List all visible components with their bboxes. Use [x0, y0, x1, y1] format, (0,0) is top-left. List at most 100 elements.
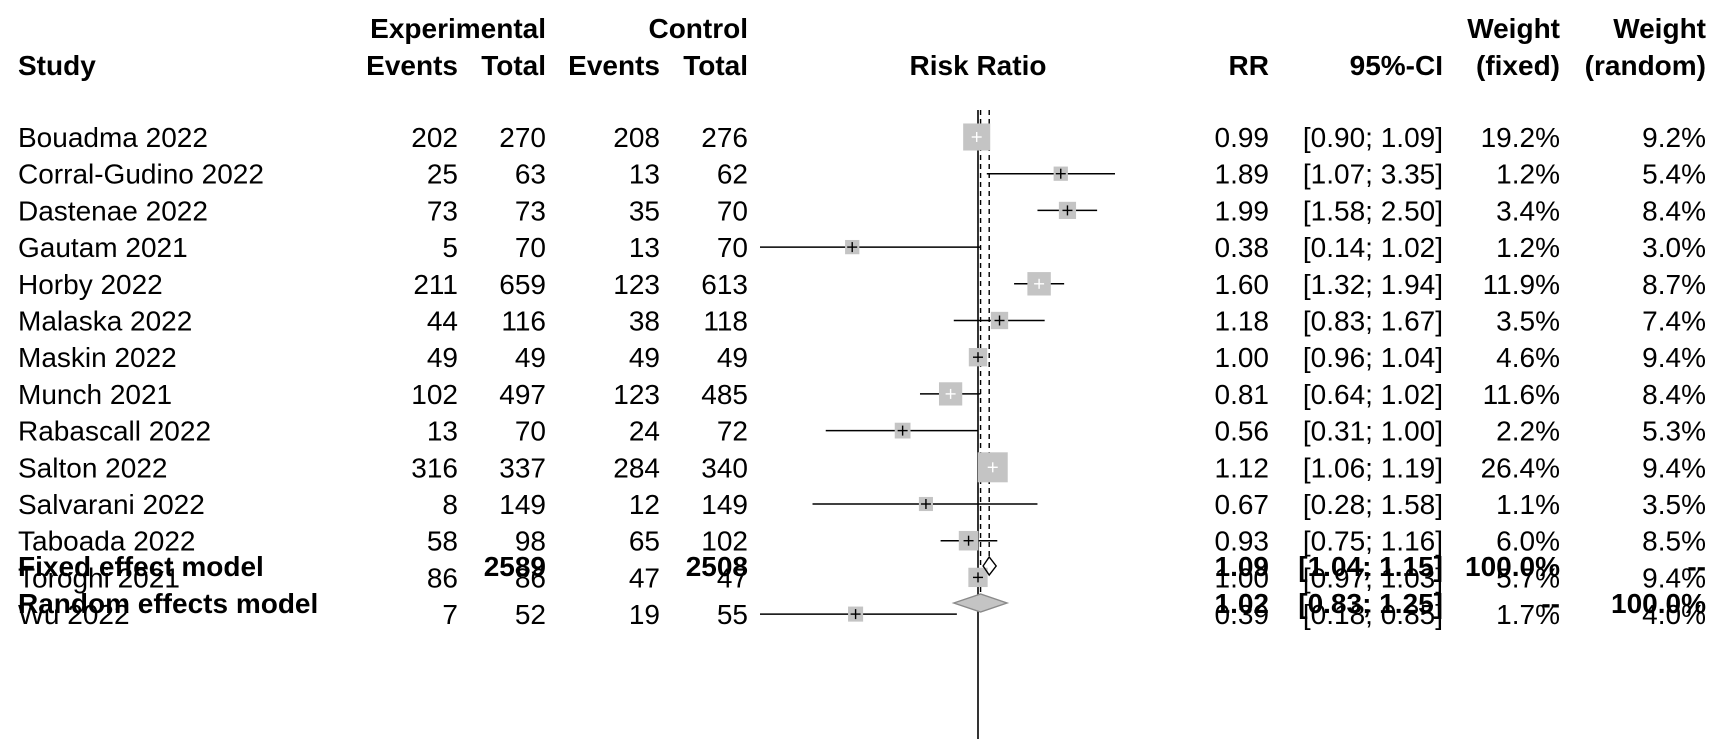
ctl-total-value: 70	[717, 232, 748, 263]
table-row: Munch 2021 102 497 123 485 0.81 [0.64; 1.02] 11…	[18, 379, 1706, 410]
header-weight-fixed: (fixed)	[1476, 50, 1560, 81]
ci-value: [0.83; 1.67]	[1303, 306, 1443, 337]
ctl-total-value: 47	[717, 562, 748, 593]
rr-value: 0.39	[1215, 599, 1270, 630]
rr-value: 0.93	[1215, 526, 1270, 557]
ci-value: [1.32; 1.94]	[1303, 269, 1443, 300]
exp-total-value: 73	[515, 195, 546, 226]
ci-value: [0.64; 1.02]	[1303, 379, 1443, 410]
ctl-total-value: 276	[701, 122, 748, 153]
study-label: Munch 2021	[18, 379, 172, 410]
ctl-total-value: 102	[701, 526, 748, 557]
exp-events-value: 5	[442, 232, 458, 263]
table-row: Taboada 2022 58 98 65 102 0.93 [0.75; 1.16] 6.0…	[18, 526, 1706, 557]
ci-value: [0.28; 1.58]	[1303, 489, 1443, 520]
table-row: Malaska 2022 44 116 38 118 1.18 [0.83; 1.67] 3.…	[18, 306, 1706, 337]
ctl-events-value: 13	[629, 232, 660, 263]
ctl-events-value: 12	[629, 489, 660, 520]
rr-value: 0.56	[1215, 416, 1270, 447]
fixed-diamond	[982, 555, 998, 577]
ctl-events-value: 13	[629, 159, 660, 190]
study-label: Salton 2022	[18, 452, 167, 483]
weight-random-value: 5.3%	[1642, 416, 1706, 447]
header-exp-total: Total	[481, 50, 546, 81]
exp-total-value: 70	[515, 232, 546, 263]
exp-events-value: 25	[427, 159, 458, 190]
ci-value: [0.83; 1.25]	[1298, 588, 1443, 619]
exp-events-value: 58	[427, 526, 458, 557]
header-ctl-total: Total	[683, 50, 748, 81]
study-label: Gautam 2021	[18, 232, 188, 263]
weight-random-value: 8.7%	[1642, 269, 1706, 300]
exp-events-value: 13	[427, 416, 458, 447]
study-label: Taboada 2022	[18, 526, 196, 557]
header-weight-fixed-top: Weight	[1467, 13, 1560, 44]
ctl-total-value: 149	[701, 489, 748, 520]
table-row: Bouadma 2022 202 270 208 276 0.99 [0.90; 1.09]…	[18, 122, 1706, 153]
exp-total-value: 86	[515, 562, 546, 593]
weight-fixed-value: 2.2%	[1496, 416, 1560, 447]
weight-random-value: 9.4%	[1642, 562, 1706, 593]
exp-total-value: 270	[499, 122, 546, 153]
table-row: Corral-Gudino 2022 25 63 13 62 1.89 [1.07; 3.3…	[18, 159, 1706, 190]
weight-fixed-value: 19.2%	[1481, 122, 1560, 153]
ctl-events-value: 38	[629, 306, 660, 337]
table-row: Salvarani 2022 8 149 12 149 0.67 [0.28; 1.58] 1…	[18, 489, 1706, 520]
ctl-total-value: 72	[717, 416, 748, 447]
ci-value: [1.04; 1.15]	[1298, 551, 1443, 582]
exp-total-value: 63	[515, 159, 546, 190]
header-rr: RR	[1229, 50, 1269, 81]
ctl-events-value: 19	[629, 599, 660, 630]
rr-value: 1.09	[1215, 551, 1270, 582]
weight-random-value: 4.0%	[1642, 599, 1706, 630]
header-weight-random: (random)	[1585, 50, 1706, 81]
ci-value: [0.31; 1.00]	[1303, 416, 1443, 447]
weight-random-value: 8.5%	[1642, 526, 1706, 557]
ctl-total-sum: 2508	[686, 551, 748, 582]
ctl-events-value: 208	[613, 122, 660, 153]
weight-random-value: 3.0%	[1642, 232, 1706, 263]
reference-lines	[977, 110, 990, 739]
weight-random-value: 9.4%	[1642, 342, 1706, 373]
weight-fixed-value: 1.7%	[1496, 599, 1560, 630]
header-ctl-events: Events	[568, 50, 660, 81]
rr-value: 0.81	[1215, 379, 1270, 410]
weight-random-value: 8.4%	[1642, 379, 1706, 410]
exp-total-value: 149	[499, 489, 546, 520]
header-experimental: Experimental	[370, 13, 546, 44]
rr-value: 1.00	[1215, 562, 1270, 593]
exp-total-value: 337	[499, 452, 546, 483]
weight-random-value: 5.4%	[1642, 159, 1706, 190]
ci-value: [0.90; 1.09]	[1303, 122, 1443, 153]
ctl-events-value: 35	[629, 195, 660, 226]
ctl-events-value: 123	[613, 269, 660, 300]
study-label: Wu 2022	[18, 599, 130, 630]
rr-value: 0.67	[1215, 489, 1270, 520]
study-label: Toroghi 2021	[18, 562, 180, 593]
exp-events-value: 86	[427, 562, 458, 593]
ctl-total-value: 49	[717, 342, 748, 373]
ctl-total-value: 62	[717, 159, 748, 190]
weight-fixed-value: 6.0%	[1496, 526, 1560, 557]
ctl-total-value: 340	[701, 452, 748, 483]
weight-random-value: 7.4%	[1642, 306, 1706, 337]
weight-fixed-value: 1.2%	[1496, 232, 1560, 263]
weight-fixed-value: 3.4%	[1496, 195, 1560, 226]
ci-value: [0.75; 1.16]	[1303, 526, 1443, 557]
table-row: Salton 2022 316 337 284 340 1.12 [1.06; 1.19] 2…	[18, 452, 1706, 483]
study-label: Horby 2022	[18, 269, 163, 300]
weight-fixed-value: 1.1%	[1496, 489, 1560, 520]
exp-events-value: 102	[411, 379, 458, 410]
study-label: Salvarani 2022	[18, 489, 205, 520]
ctl-events-value: 47	[629, 562, 660, 593]
ci-value: [0.97; 1.03]	[1303, 562, 1443, 593]
header: Experimental Control Weight Weight Study…	[18, 13, 1706, 81]
ci-value: [1.07; 3.35]	[1303, 159, 1443, 190]
study-label: Corral-Gudino 2022	[18, 159, 264, 190]
weight-fixed-value: 3.5%	[1496, 306, 1560, 337]
study-label: Maskin 2022	[18, 342, 177, 373]
rr-value: 1.02	[1215, 588, 1270, 619]
weight-random-value: 8.4%	[1642, 195, 1706, 226]
table-row: Horby 2022 211 659 123 613 1.60 [1.32; 1.94] 11…	[18, 269, 1706, 300]
ctl-events-value: 65	[629, 526, 660, 557]
